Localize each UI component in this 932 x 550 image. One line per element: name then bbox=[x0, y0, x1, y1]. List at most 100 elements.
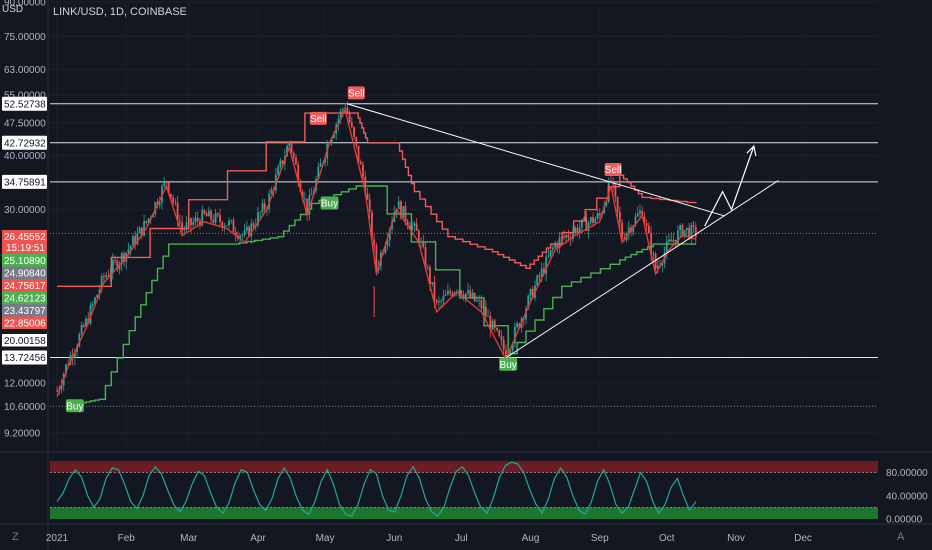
candle-body bbox=[78, 334, 81, 347]
candle-body bbox=[261, 203, 264, 213]
osc-tick: 0.00000 bbox=[886, 515, 923, 526]
candle-body bbox=[76, 346, 79, 353]
level-badge bbox=[2, 174, 47, 189]
candle-body bbox=[375, 245, 378, 270]
candle-body bbox=[145, 220, 148, 223]
candle-body bbox=[551, 247, 554, 250]
candle-body bbox=[194, 217, 197, 222]
price-tick: 90.00000 bbox=[4, 0, 46, 9]
candle-body bbox=[679, 225, 682, 231]
candle-body bbox=[525, 308, 527, 320]
candle-body bbox=[174, 202, 177, 204]
candle-body bbox=[397, 201, 400, 210]
candle-body bbox=[688, 227, 690, 239]
candle-body bbox=[120, 253, 123, 264]
candle-body bbox=[91, 303, 94, 306]
candle-body bbox=[558, 237, 561, 249]
candle-body bbox=[565, 235, 568, 238]
candle-body bbox=[192, 221, 195, 226]
candle-body bbox=[668, 239, 670, 242]
candle-body bbox=[462, 294, 465, 298]
candle-body bbox=[594, 218, 597, 223]
candle-body bbox=[408, 225, 411, 230]
candle-body bbox=[540, 268, 543, 277]
price-badge bbox=[2, 291, 47, 304]
candle-body bbox=[677, 230, 679, 244]
candle-body bbox=[402, 206, 405, 218]
candle-body bbox=[484, 306, 487, 317]
auto-scale-button[interactable]: A bbox=[897, 531, 905, 543]
candle-body bbox=[96, 294, 99, 298]
trendline bbox=[505, 180, 779, 359]
candle-body bbox=[694, 226, 697, 238]
price-axis[interactable]: 90.00000 75.00000 63.00000 55.00000 47.50000… bbox=[2, 0, 928, 526]
candle-body bbox=[339, 110, 342, 119]
price-badge bbox=[2, 334, 47, 347]
candle-body bbox=[636, 213, 639, 217]
candle-body bbox=[471, 292, 474, 298]
candle-body bbox=[243, 230, 246, 236]
candle-body bbox=[661, 263, 664, 266]
candle-body bbox=[223, 225, 226, 228]
candle-body bbox=[245, 226, 248, 231]
candle-body bbox=[346, 107, 349, 114]
candle-body bbox=[639, 210, 641, 214]
time-tick: Dec bbox=[794, 533, 812, 544]
candle-body bbox=[426, 267, 429, 268]
candle-body bbox=[118, 263, 121, 270]
candle-body bbox=[362, 164, 364, 177]
candle-body bbox=[596, 213, 599, 219]
candle-body bbox=[527, 295, 530, 309]
candle-body bbox=[279, 160, 282, 168]
trendlines[interactable] bbox=[347, 103, 779, 359]
candle-body bbox=[203, 210, 206, 214]
time-axis[interactable]: 2021 Feb Mar Apr May Jun Jul Aug Sep Oct Nov Dec bbox=[46, 533, 812, 544]
candle-body bbox=[190, 218, 192, 226]
signal-label: Buy bbox=[321, 198, 338, 209]
candle-body bbox=[650, 233, 653, 255]
timezone-button[interactable]: Z bbox=[12, 531, 19, 543]
candle-body bbox=[140, 227, 143, 236]
candle-body bbox=[388, 228, 391, 240]
candle-body bbox=[605, 202, 608, 206]
candle-body bbox=[165, 181, 168, 183]
time-tick: Jul bbox=[455, 533, 468, 544]
candle-body bbox=[576, 227, 579, 234]
horizontal-levels[interactable] bbox=[50, 103, 878, 358]
projection-path bbox=[704, 145, 755, 227]
price-badge bbox=[2, 266, 47, 279]
candle-body bbox=[259, 212, 262, 213]
candle-body bbox=[509, 350, 512, 355]
symbol-title[interactable]: LINK/USD, 1D, COINBASE bbox=[53, 6, 187, 18]
time-tick: 2021 bbox=[46, 533, 69, 544]
candle-body bbox=[295, 157, 297, 165]
candle-body bbox=[513, 326, 516, 344]
candle-body bbox=[290, 142, 293, 154]
candle-body bbox=[549, 249, 552, 256]
candle-body bbox=[183, 229, 186, 231]
candle-body bbox=[652, 253, 655, 255]
candle-body bbox=[424, 247, 427, 268]
candle-body bbox=[487, 316, 489, 317]
candle-body bbox=[348, 113, 351, 123]
candle-body bbox=[366, 193, 369, 200]
candle-body bbox=[502, 339, 505, 350]
candles bbox=[56, 101, 697, 395]
candle-body bbox=[60, 385, 63, 389]
candle-body bbox=[210, 210, 213, 220]
candle-body bbox=[357, 145, 360, 162]
candle-body bbox=[614, 184, 617, 197]
candle-body bbox=[690, 224, 693, 239]
candle-body bbox=[616, 196, 619, 212]
signal-label: Sell bbox=[310, 114, 327, 125]
candle-body bbox=[105, 275, 108, 278]
candle-body bbox=[480, 300, 483, 309]
time-tick: Nov bbox=[727, 533, 745, 544]
osc-tick: 80.00000 bbox=[886, 468, 928, 479]
candle-body bbox=[442, 295, 445, 301]
candle-body bbox=[422, 241, 425, 248]
candle-body bbox=[286, 146, 288, 157]
candle-body bbox=[288, 142, 291, 147]
price-badge bbox=[2, 230, 47, 254]
